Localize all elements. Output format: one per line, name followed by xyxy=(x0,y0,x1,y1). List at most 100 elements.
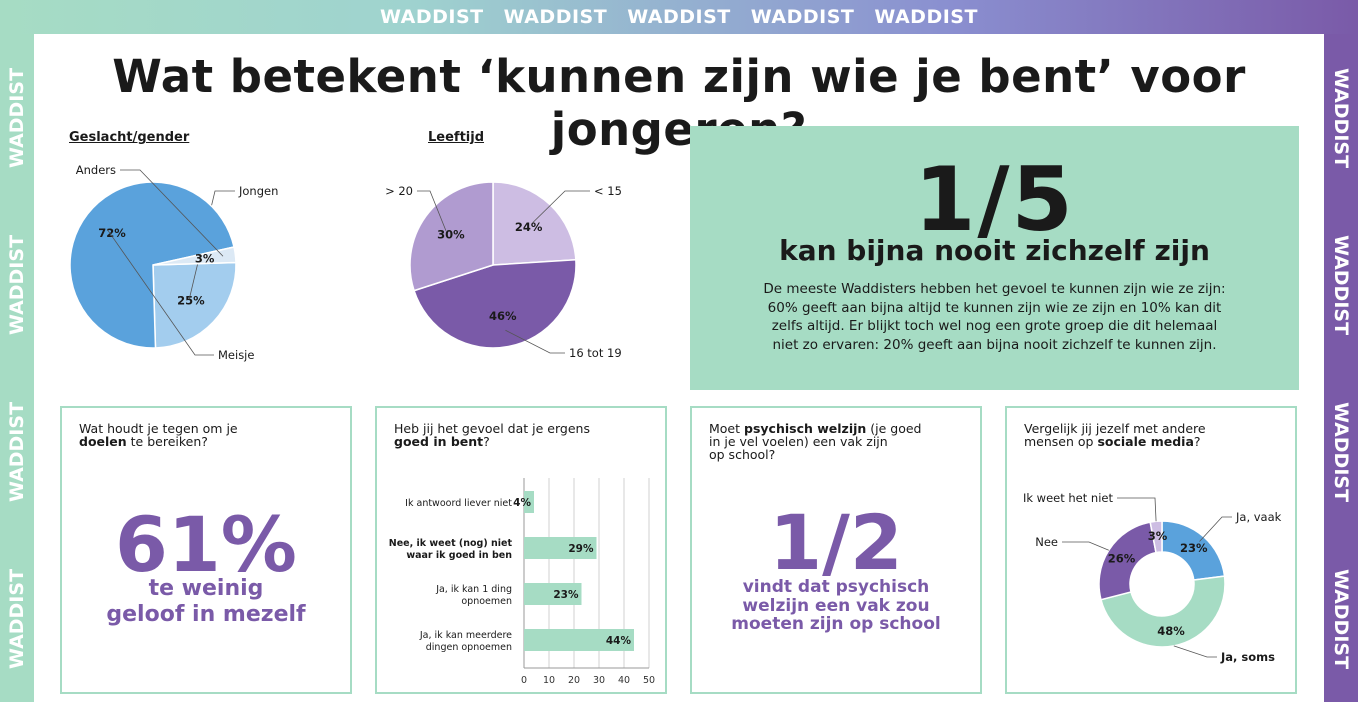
gender-pie-chart: 25% Jongen 72% Meisje 3% Anders xyxy=(69,163,278,362)
caption-line: welzijn een vak zou xyxy=(742,595,930,616)
question-bold: doelen xyxy=(79,434,127,449)
slice-category-label: Nee xyxy=(1035,535,1058,549)
goals-question: Wat houdt je tegen om je doelen te berei… xyxy=(79,422,238,448)
pie-slice xyxy=(413,258,577,349)
goals-stat-caption: te weinig geloof in mezelf xyxy=(62,576,350,628)
age-chart-title: Leeftijd xyxy=(428,130,485,145)
x-tick-label: 0 xyxy=(521,675,527,686)
highlight-body-line: zelfs altijd. Er blijkt toch wel nog een… xyxy=(771,318,1218,334)
brand-banner-left: WADDIST WADDIST WADDIST WADDIST xyxy=(0,34,34,702)
highlight-headline: kan bijna nooit zichzelf zijn xyxy=(779,234,1210,267)
x-tick-label: 10 xyxy=(543,675,555,686)
slice-category-label: Ja, vaak xyxy=(1235,510,1282,524)
caption-line: te weinig xyxy=(148,576,264,601)
wellbeing-stat-caption: vindt dat psychisch welzijn een vak zou … xyxy=(692,578,980,634)
callout-line xyxy=(1173,645,1217,658)
slice-value-label: 3% xyxy=(1148,529,1168,543)
slice-category-label: 16 tot 19 xyxy=(569,346,622,360)
bar-category-label: opnoemen xyxy=(461,596,512,607)
brand-word: WADDIST xyxy=(380,6,484,28)
bar-value-label: 4% xyxy=(513,497,531,509)
goals-stat: 61% xyxy=(115,500,297,589)
slice-value-label: 3% xyxy=(195,252,215,266)
x-tick-label: 50 xyxy=(643,675,655,686)
brand-word: WADDIST xyxy=(874,6,978,28)
callout-line xyxy=(532,190,590,223)
wellbeing-question: Moet psychisch welzijn (je goed in je ve… xyxy=(709,422,922,461)
callout-line xyxy=(120,169,224,257)
slice-category-label: > 20 xyxy=(385,184,413,198)
brand-banner-top: WADDIST WADDIST WADDIST WADDIST WADDIST xyxy=(0,0,1358,34)
question-bold: goed in bent xyxy=(394,434,484,449)
question-line: Wat houdt je tegen om je xyxy=(79,421,238,436)
slice-category-label: Anders xyxy=(76,163,116,177)
callout-line xyxy=(1062,541,1109,551)
wellbeing-card: Moet psychisch welzijn (je goed in je ve… xyxy=(690,406,982,694)
brand-word: WADDIST xyxy=(6,568,29,669)
brand-word: WADDIST xyxy=(503,6,608,28)
caption-line: geloof in mezelf xyxy=(106,602,306,627)
question-line: mensen op xyxy=(1024,434,1098,449)
pie-slice xyxy=(152,246,237,266)
callout-line xyxy=(417,190,447,231)
callout-line xyxy=(1117,497,1157,522)
question-line: (je goed xyxy=(866,421,922,436)
slice-value-label: 72% xyxy=(98,226,126,240)
slice-value-label: 26% xyxy=(1108,551,1136,565)
brand-word: WADDIST xyxy=(627,6,731,28)
brand-word: WADDIST xyxy=(6,234,29,335)
question-line: op school? xyxy=(709,447,776,462)
x-tick-label: 40 xyxy=(618,675,630,686)
slice-value-label: 25% xyxy=(177,294,205,308)
callout-line xyxy=(106,229,214,356)
highlight-box: 1/5 kan bijna nooit zichzelf zijn De mee… xyxy=(690,126,1299,390)
goals-card: Wat houdt je tegen om je doelen te berei… xyxy=(60,406,352,694)
bar xyxy=(524,629,634,651)
social-media-question: Vergelijk jij jezelf met andere mensen o… xyxy=(1024,422,1206,448)
question-line: in je vel voelen) een vak zijn xyxy=(709,434,888,449)
x-tick-label: 30 xyxy=(593,675,605,686)
slice-value-label: 48% xyxy=(1157,624,1185,638)
wellbeing-stat: 1/2 xyxy=(769,498,903,587)
question-line: Moet xyxy=(709,421,744,436)
question-line: ? xyxy=(483,434,490,449)
brand-word: WADDIST xyxy=(1330,234,1353,335)
brand-word: WADDIST xyxy=(6,401,29,502)
callout-line xyxy=(1199,516,1232,542)
pie-slice xyxy=(1149,520,1163,554)
slice-category-label: < 15 xyxy=(594,184,622,198)
slice-value-label: 46% xyxy=(489,309,517,323)
question-bold: sociale media xyxy=(1097,434,1194,449)
talent-question: Heb jij het gevoel dat je ergens goed in… xyxy=(394,422,590,448)
question-line: te bereiken? xyxy=(126,434,208,449)
social-media-donut-chart: 23% Ja, vaak 48% Ja, soms 26% Nee 3% Ik weet he… xyxy=(1023,491,1282,664)
bar xyxy=(524,491,534,513)
bar-category-label: Nee, ik weet (nog) niet xyxy=(389,538,513,549)
brand-banner-right: WADDIST WADDIST WADDIST WADDIST xyxy=(1324,34,1358,702)
highlight-fraction: 1/5 xyxy=(914,148,1075,251)
bar-value-label: 29% xyxy=(568,543,594,555)
question-line: Vergelijk jij jezelf met andere xyxy=(1024,421,1206,436)
highlight-body-line: De meeste Waddisters hebben het gevoel t… xyxy=(763,281,1226,297)
bar-category-label: Ja, ik kan 1 ding xyxy=(435,584,512,595)
talent-bar-chart: 0 10 20 30 40 50 4%Ik antwoord liever niet 29% N… xyxy=(389,478,655,686)
slice-value-label: 24% xyxy=(515,220,543,234)
highlight-body-line: 60% geeft aan bijna altijd te kunnen zij… xyxy=(767,299,1222,316)
brand-word: WADDIST xyxy=(750,6,855,28)
bar xyxy=(524,583,582,605)
pie-slice xyxy=(409,181,494,292)
bar-value-label: 23% xyxy=(553,589,579,601)
caption-line: vindt dat psychisch xyxy=(742,577,930,597)
bar-category-label: Ik antwoord liever niet xyxy=(405,498,512,509)
highlight-body-line: niet zo ervaren: 20% geeft aan bijna noo… xyxy=(772,336,1217,353)
gender-chart-title: Geslacht/gender xyxy=(69,130,190,145)
caption-line: moeten zijn op school xyxy=(731,614,941,634)
bar xyxy=(524,537,597,559)
slice-value-label: 30% xyxy=(437,227,465,241)
pie-slice xyxy=(492,181,577,266)
slice-category-label: Jongen xyxy=(238,184,278,198)
slice-category-label: Ja, soms xyxy=(1220,650,1275,664)
slice-category-label: Ik weet het niet xyxy=(1023,491,1114,505)
social-media-card: Vergelijk jij jezelf met andere mensen o… xyxy=(1005,406,1297,694)
question-line: Heb jij het gevoel dat je ergens xyxy=(394,421,590,436)
